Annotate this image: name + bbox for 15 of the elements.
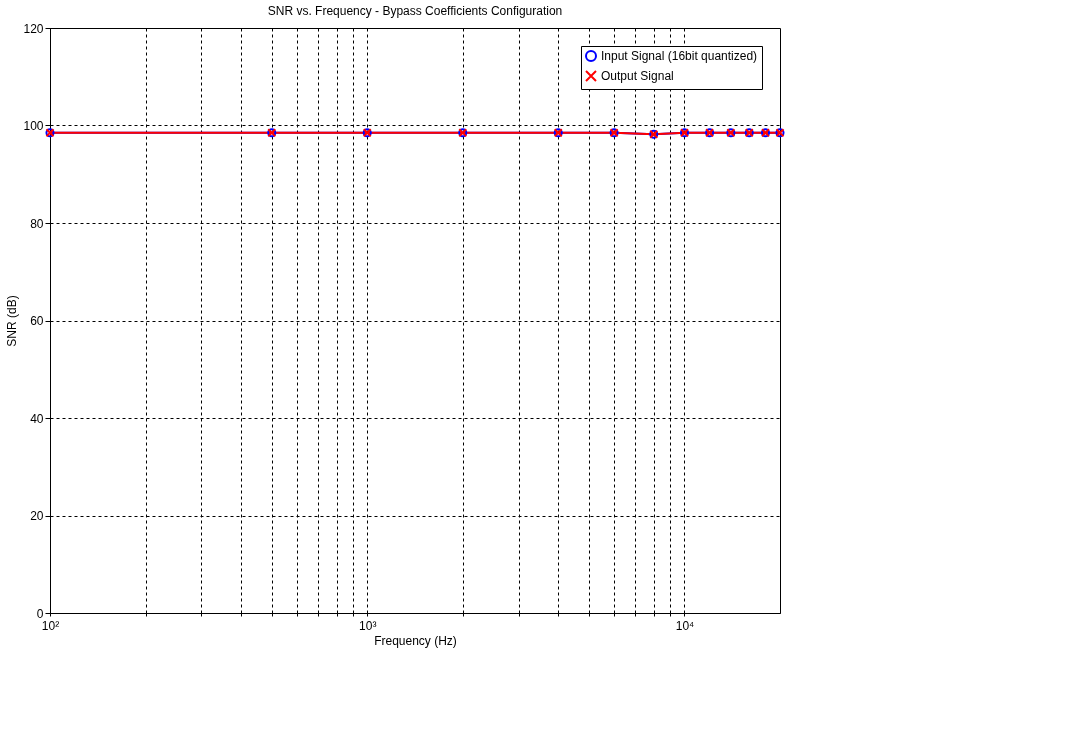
y-axis-title: SNR (dB)	[5, 295, 20, 347]
x-tick-label: 10³	[359, 618, 377, 633]
x-tick-label: 10⁴	[675, 618, 695, 633]
y-tick-label: 80	[30, 216, 44, 231]
x-axis-title: Frequency (Hz)	[374, 633, 457, 648]
chart-title: SNR vs. Frequency - Bypass Coefficients Configuration	[267, 4, 563, 18]
y-tick-label: 40	[30, 411, 44, 426]
y-tick-label: 0	[36, 606, 44, 621]
y-tick-label: 60	[30, 314, 44, 328]
legend-label: Input Signal (16bit quantized)	[601, 49, 758, 63]
y-tick-label: 20	[30, 509, 44, 523]
x-tick-label: 10²	[41, 618, 60, 633]
y-tick-label: 120	[23, 21, 44, 36]
y-tick-label: 100	[23, 119, 44, 133]
legend-label: Output Signal	[601, 69, 674, 83]
